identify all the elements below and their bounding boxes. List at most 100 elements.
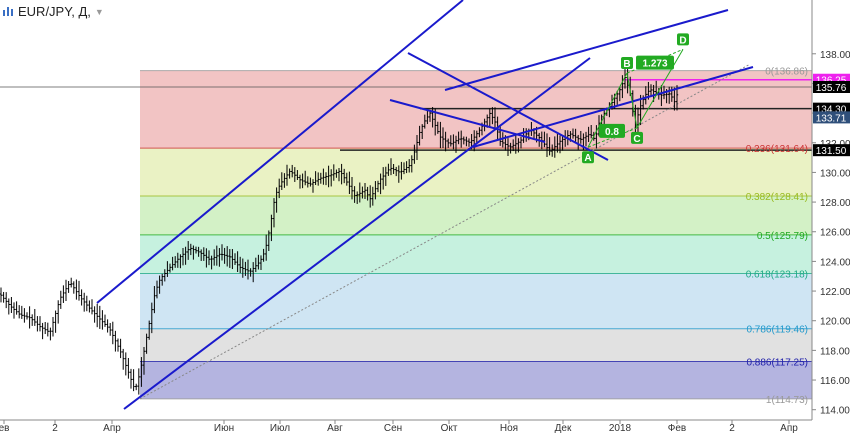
- price-bar: [135, 383, 138, 391]
- price-bar: [12, 302, 16, 319]
- price-bar: [119, 338, 122, 359]
- price-tick-label: 128.00: [820, 198, 850, 209]
- pattern-ratio-badge: [599, 123, 625, 138]
- price-bar: [506, 138, 510, 156]
- price-tick-label: 124.00: [820, 257, 850, 268]
- pattern-ratio-label: 0.8: [605, 127, 619, 138]
- trend-channels[interactable]: [96, 0, 754, 410]
- price-bar: [142, 347, 146, 375]
- fib-zone-0.786: [140, 328, 812, 362]
- flag-lower-line[interactable]: [389, 99, 546, 143]
- badge-134.30: 134.30: [816, 105, 847, 116]
- price-bar: [462, 136, 465, 145]
- price-bar: [340, 163, 343, 185]
- price-bar: [452, 134, 455, 150]
- pattern-point-B-marker[interactable]: [621, 57, 633, 70]
- pattern-point-D-marker[interactable]: [677, 33, 689, 46]
- price-bar: [207, 250, 211, 266]
- price-bar: [176, 252, 179, 268]
- price-bar: [296, 170, 299, 180]
- price-bar: [132, 369, 135, 392]
- time-tick-label: 2: [729, 423, 735, 433]
- price-bar: [457, 131, 460, 145]
- price-bar: [31, 314, 34, 326]
- channel-upper-line[interactable]: [96, 0, 464, 304]
- time-axis[interactable]: ев 2 Апр Июн Июл Авг Сен Окт Ноя Дек 2018 Фев 2 Апр: [0, 419, 812, 433]
- price-axis[interactable]: 114.00 116.00 118.00 120.00 122.00 124.00 126.…: [811, 0, 850, 420]
- fib-label-0: 0(136.86): [765, 67, 808, 78]
- price-bar: [353, 186, 356, 203]
- price-bar: [59, 290, 62, 309]
- price-bar: [254, 257, 257, 273]
- pattern-point-C[interactable]: C: [633, 134, 640, 145]
- price-bar: [291, 164, 294, 178]
- wedge-upper-line[interactable]: [444, 9, 729, 91]
- caret-down-icon[interactable]: ▼: [94, 7, 104, 17]
- price-bar: [660, 84, 663, 107]
- price-bar: [467, 138, 471, 147]
- price-bar: [179, 254, 182, 269]
- price-bar: [127, 357, 130, 379]
- pattern-ratio-badge: [636, 55, 674, 70]
- price-bar: [223, 247, 226, 264]
- pattern-leg-BC[interactable]: [626, 72, 638, 129]
- badge-135.76-bg: [813, 80, 850, 93]
- fib-label-0.786: 0.786(119.46): [746, 325, 808, 336]
- price-bar: [122, 348, 125, 370]
- price-bar: [124, 352, 127, 376]
- flag-upper-line[interactable]: [407, 52, 609, 161]
- symbol-header[interactable]: EUR/JPY, Д, ▼: [2, 0, 110, 22]
- price-bar: [579, 130, 582, 144]
- price-bar: [343, 168, 346, 184]
- pattern-point-A[interactable]: A: [584, 153, 591, 164]
- price-bar: [392, 163, 395, 174]
- fibonacci-zones: [140, 70, 812, 399]
- abcd-pattern[interactable]: A B C D 0.8 1.273: [582, 33, 689, 164]
- pattern-leg-AB[interactable]: [587, 72, 628, 148]
- price-bar: [75, 279, 78, 300]
- price-bar: [421, 124, 424, 139]
- fibonacci-levels: [140, 70, 812, 400]
- fib-zone-0.382: [140, 195, 812, 235]
- price-bar: [226, 246, 229, 267]
- price-bar: [350, 177, 354, 200]
- price-bar: [5, 292, 8, 309]
- price-bar: [317, 172, 320, 186]
- price-bar: [262, 248, 265, 262]
- badge-135.76: 135.76: [816, 83, 847, 94]
- price-bar: [405, 161, 408, 174]
- price-bar: [41, 322, 44, 340]
- price-bar: [150, 302, 153, 334]
- price-bar: [38, 316, 42, 332]
- price-bar: [548, 137, 551, 156]
- price-bar: [278, 178, 281, 199]
- pattern-point-B[interactable]: B: [623, 59, 630, 70]
- channel-lower-line[interactable]: [123, 57, 591, 410]
- price-bar: [25, 312, 29, 320]
- price-bar: [423, 114, 426, 129]
- symbol-label[interactable]: EUR/JPY, Д,: [18, 3, 91, 19]
- price-bar: [311, 179, 315, 193]
- price-bar: [371, 186, 374, 206]
- price-bar: [415, 135, 419, 161]
- price-bar: [213, 249, 216, 266]
- price-bar: [44, 322, 47, 335]
- price-bar: [15, 301, 18, 315]
- price-bar: [327, 165, 330, 188]
- price-bar: [577, 134, 580, 150]
- price-bar: [369, 185, 372, 208]
- price-bar: [426, 109, 429, 125]
- pattern-point-D[interactable]: D: [679, 35, 686, 46]
- price-bar: [174, 256, 177, 268]
- price-bar: [314, 171, 317, 185]
- wedge-lower-line[interactable]: [472, 66, 754, 148]
- price-bar: [301, 173, 304, 189]
- pattern-leg-CD[interactable]: [636, 49, 684, 129]
- pattern-point-A-marker[interactable]: [582, 151, 594, 164]
- price-bar: [246, 259, 250, 280]
- price-tick-label: 138.00: [820, 50, 850, 61]
- price-bar: [356, 191, 359, 204]
- pattern-point-C-marker[interactable]: [631, 131, 643, 144]
- price-bar: [200, 249, 203, 261]
